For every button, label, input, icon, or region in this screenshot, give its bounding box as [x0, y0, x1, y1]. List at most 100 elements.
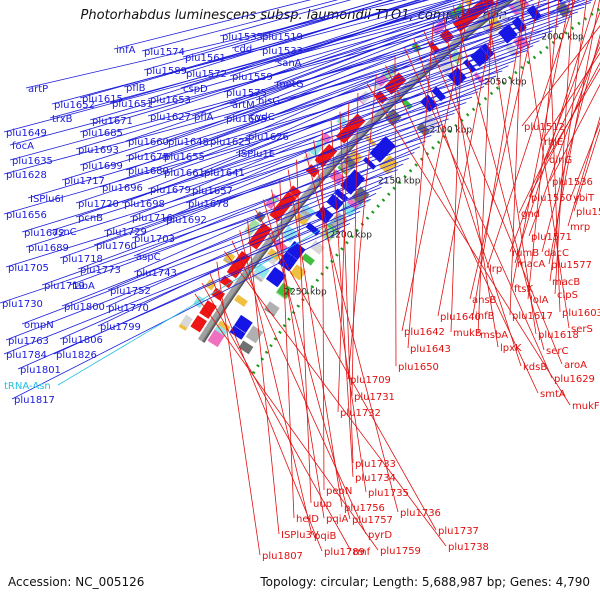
gene-label[interactable]: plu1685 [82, 128, 123, 139]
gene-label[interactable]: rhlE [544, 137, 563, 148]
gene-label[interactable]: plu1615 [82, 94, 123, 105]
gene-label[interactable]: plu1678 [188, 199, 229, 210]
gene-label[interactable]: plu1826 [56, 350, 97, 361]
gene-label[interactable]: plu1640 [440, 312, 481, 323]
gene-label[interactable]: plu1716 [132, 213, 173, 224]
gene-label[interactable]: plu1801 [20, 365, 61, 376]
gene-label[interactable]: plu1757 [352, 515, 393, 526]
gene-label[interactable]: aroA [564, 360, 587, 371]
gene-label[interactable]: plu1737 [438, 526, 479, 537]
gene-label[interactable]: plu1635 [12, 156, 53, 167]
gene-label[interactable]: lrp [489, 264, 502, 275]
gene-label[interactable]: plu1618 [538, 330, 579, 341]
gene-label[interactable]: plu1738 [448, 542, 489, 553]
gene-label[interactable]: pflA [194, 112, 214, 123]
gene-label[interactable]: plu1657 [192, 186, 233, 197]
gene-label[interactable]: mukB [453, 328, 482, 339]
gene-label[interactable]: plu1572 [186, 69, 227, 80]
gene-label[interactable]: plu1661 [164, 168, 205, 179]
gene-label[interactable]: serS [571, 324, 593, 335]
gene-label[interactable]: plu1650 [398, 362, 439, 373]
gene-label[interactable]: lolA [530, 295, 549, 306]
gene-label[interactable]: plu1698 [124, 199, 165, 210]
gene-label[interactable]: pepN [326, 486, 352, 497]
gene-label[interactable]: pflB [126, 83, 146, 94]
gene-label[interactable]: plu1550 [531, 193, 572, 204]
gene-label[interactable]: metG [276, 79, 304, 90]
gene-label[interactable]: plu1559 [232, 72, 273, 83]
gene-label[interactable]: asnC [52, 227, 77, 238]
gene-label[interactable]: plu1799 [100, 322, 141, 333]
gene-label[interactable]: plu1603 [562, 308, 600, 319]
gene-label[interactable]: uup [313, 499, 332, 510]
gene-label[interactable]: rumB [512, 248, 539, 259]
gene-label[interactable]: aspC [136, 252, 161, 263]
gene-label[interactable]: plu1519 [262, 32, 303, 43]
gene-label[interactable]: ybiT [573, 193, 595, 204]
gene-label[interactable]: rmf [353, 547, 371, 558]
gene-label[interactable]: plu1561 [185, 53, 226, 64]
rna-label[interactable]: tRNA-Asn [4, 381, 51, 392]
gene-label[interactable]: lpxK [500, 343, 522, 354]
gene-label[interactable]: plu1736 [400, 508, 441, 519]
gene-label[interactable]: trxB [52, 114, 73, 125]
gene-label[interactable]: ansB [472, 295, 497, 306]
gene-label[interactable]: cdd [234, 44, 252, 55]
gene-label[interactable]: plu1807 [262, 551, 303, 562]
gene-label[interactable]: plu1655 [164, 152, 205, 163]
gene-label[interactable]: focA [12, 141, 34, 152]
gene-label[interactable]: dinG [549, 155, 572, 166]
gene-label[interactable]: ompN [24, 320, 54, 331]
gene-label[interactable]: plu1536 [552, 177, 593, 188]
gene-label[interactable]: plu1709 [350, 375, 391, 386]
gene-label[interactable]: plu1652 [54, 100, 95, 111]
gene-label[interactable]: plu1577 [551, 260, 592, 271]
gene-label[interactable]: plu1689 [28, 243, 69, 254]
gene-label[interactable]: plu1629 [554, 374, 595, 385]
gene-label[interactable]: plu1717 [64, 176, 105, 187]
gene-label[interactable]: plu1574 [144, 47, 185, 58]
gene-label[interactable]: pqiB [314, 531, 336, 542]
gene-label[interactable]: ftsK [514, 284, 533, 295]
gene-label[interactable]: plu1692 [166, 215, 207, 226]
gene-label[interactable]: plu1773 [80, 265, 121, 276]
gene-label[interactable]: plu1571 [531, 232, 572, 243]
gene-label[interactable]: plu1733 [355, 459, 396, 470]
gene-label[interactable]: plu1656 [6, 210, 47, 221]
gene-label[interactable]: ISPlu1E [238, 149, 275, 160]
gene-label[interactable]: plu1806 [62, 335, 103, 346]
gene-label[interactable]: plu1617 [512, 311, 553, 322]
gene-label[interactable]: plu1679 [150, 185, 191, 196]
gene-label[interactable]: pcnB [78, 213, 103, 224]
gene-label[interactable]: plu1672 [24, 228, 65, 239]
gene-label[interactable]: plu1626 [248, 132, 289, 143]
gene-label[interactable]: plu1720 [78, 199, 119, 210]
gene-label[interactable]: plu1732 [340, 408, 381, 419]
gene-label[interactable]: plu1756 [344, 503, 385, 514]
gene-label[interactable]: ISPlu3V [281, 530, 319, 541]
gene-label[interactable]: cspD [183, 84, 208, 95]
gene-label[interactable]: plu1653 [150, 95, 191, 106]
gene-label[interactable]: ISPlu6I [30, 194, 64, 205]
gene-label[interactable]: plu1734 [355, 473, 396, 484]
gene-label[interactable]: plu1641 [204, 168, 245, 179]
gene-label[interactable]: hisG [258, 96, 280, 107]
gene-label[interactable]: sanA [277, 58, 302, 69]
gene-label[interactable]: helD [296, 514, 319, 525]
gene-label[interactable]: plu1625 [210, 137, 251, 148]
gene-label[interactable]: plu1770 [108, 303, 149, 314]
gene-label[interactable]: plu1743 [136, 268, 177, 279]
gene-label[interactable]: plu1730 [2, 299, 43, 310]
gene-label[interactable]: fabA [72, 281, 95, 292]
gene-label[interactable]: msbA [480, 330, 508, 341]
gene-label[interactable]: ihfB [475, 311, 495, 322]
gene-label[interactable]: plu1680 [128, 166, 169, 177]
gene-label[interactable]: plu1763 [8, 336, 49, 347]
gene-label[interactable]: macB [552, 277, 580, 288]
gene-label[interactable]: plu1729 [106, 227, 147, 238]
gene-label[interactable]: kdsB [523, 362, 547, 373]
gene-label[interactable]: plu1589 [146, 66, 187, 77]
gene-label[interactable]: plu1752 [110, 286, 151, 297]
gene-label[interactable]: serC [546, 346, 568, 357]
